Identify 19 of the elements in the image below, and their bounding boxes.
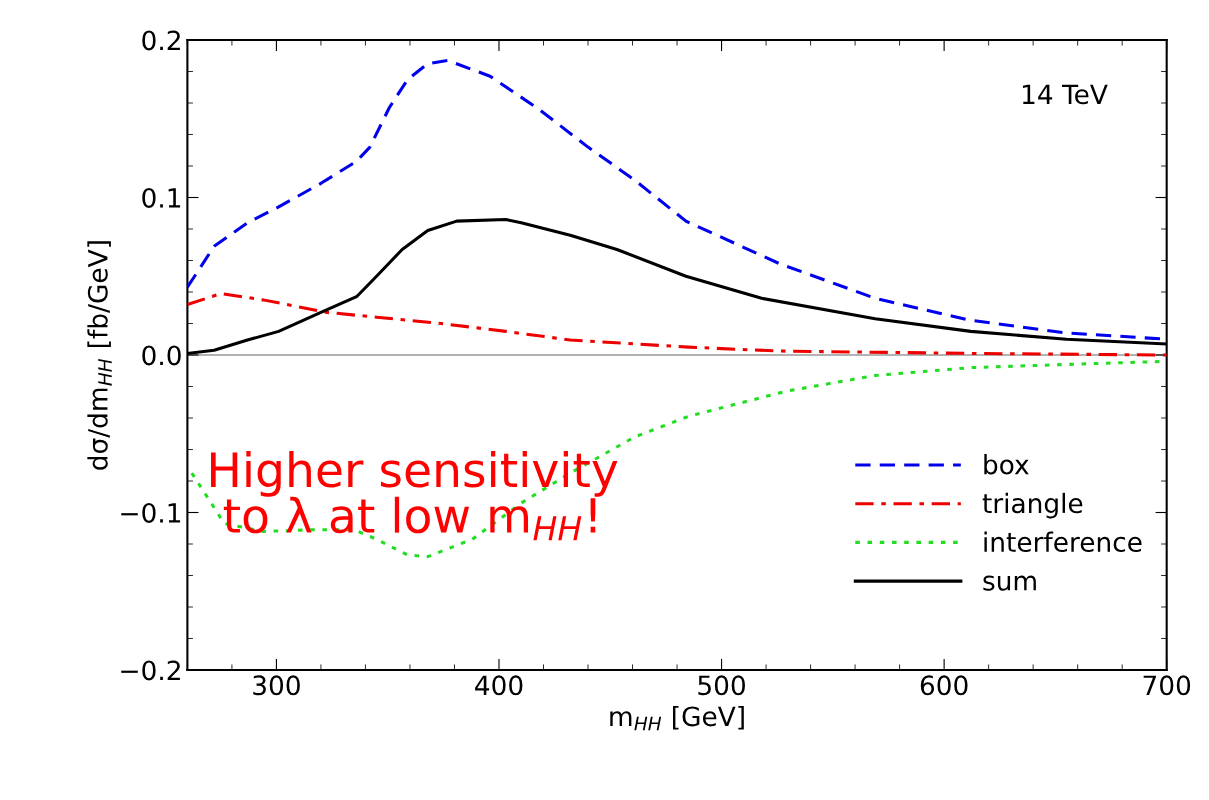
line-series — [187, 292, 1167, 357]
x-tick-label: 300 — [253, 675, 300, 696]
x-axis-title: m$_{HH}$ [GeV] — [610, 705, 744, 731]
x-tick-label: 400 — [475, 675, 523, 696]
y-axis-title: dσ/dm$_{HH}$ [fb/GeV] — [87, 241, 112, 470]
y-tick-label: −0.2 — [121, 660, 180, 681]
legend-label: box — [984, 454, 1029, 475]
x-tick-label: 600 — [920, 675, 968, 696]
y-tick-label: 0.0 — [142, 345, 181, 366]
y-tick-label: 0.2 — [142, 30, 180, 51]
y-tick-label: 0.1 — [142, 187, 181, 208]
y-tick-label: −0.1 — [121, 502, 181, 523]
legend-label: interference — [984, 531, 1142, 552]
x-tick-label: 700 — [1143, 675, 1191, 696]
legend-label: triangle — [982, 492, 1083, 519]
legend-label: sum — [983, 575, 1036, 591]
x-tick-label: 500 — [698, 675, 745, 696]
annotation: 14 TeV — [1022, 84, 1108, 105]
annotation: Higher sensitivity to λ at low m$_{HH}$! — [211, 451, 618, 541]
